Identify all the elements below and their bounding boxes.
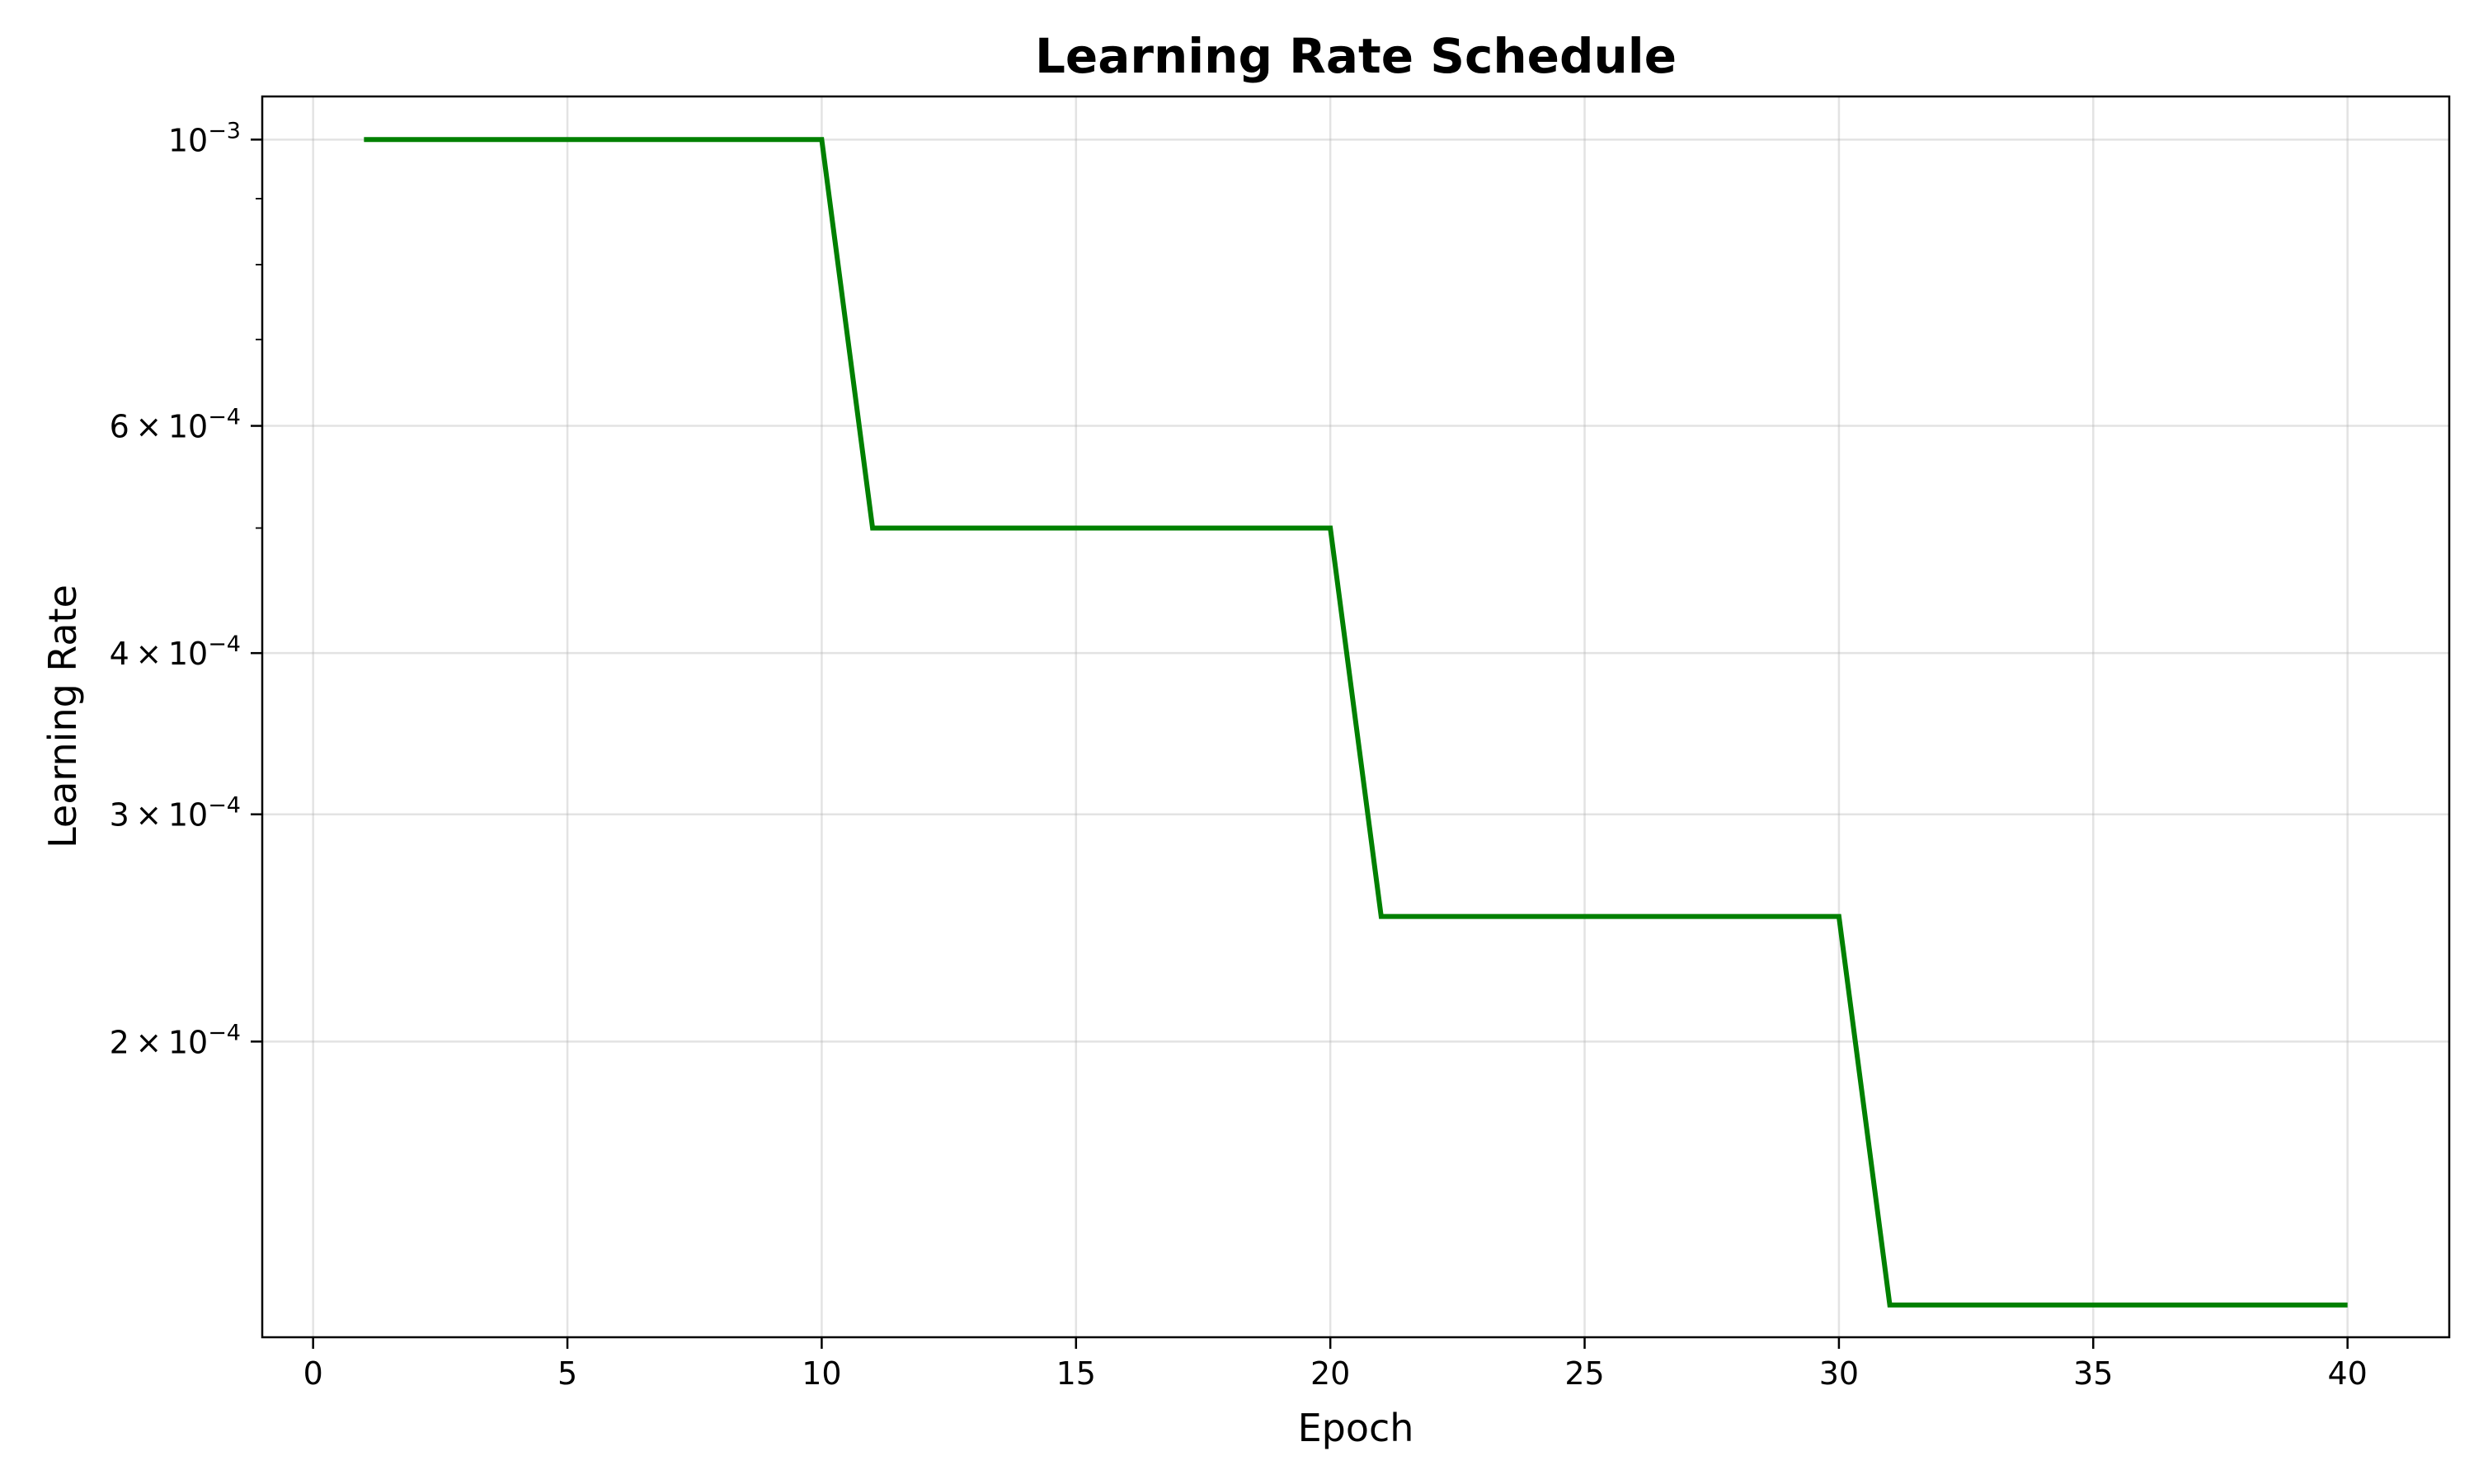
y-axis: 10−3 6 × 10−4 4 × 10−4 3 × 10−4 2 × 10−4 (110, 118, 262, 1060)
y-tick-label: 6 × 10−4 (110, 405, 241, 445)
grid-lines (262, 96, 2449, 1337)
chart-title: Learning Rate Schedule (1035, 28, 1677, 84)
x-tick-label: 35 (2073, 1355, 2113, 1392)
x-axis: 0 5 10 15 20 25 30 35 40 (303, 1337, 2368, 1392)
x-tick-label: 10 (802, 1355, 841, 1392)
x-tick-label: 5 (557, 1355, 577, 1392)
x-axis-label: Epoch (1298, 1406, 1414, 1450)
x-tick-label: 0 (303, 1355, 323, 1392)
y-tick-label: 4 × 10−4 (110, 632, 241, 672)
learning-rate-line (364, 137, 2348, 1308)
series-layer (364, 137, 2348, 1308)
plot-frame (261, 95, 2451, 1339)
x-tick-label: 40 (2327, 1355, 2367, 1392)
y-tick-label: 2 × 10−4 (110, 1020, 241, 1060)
y-tick-label: 3 × 10−4 (110, 793, 241, 834)
y-axis-label: Learning Rate (40, 585, 85, 848)
x-tick-label: 20 (1310, 1355, 1350, 1392)
y-tick-label: 10−3 (168, 118, 241, 158)
x-tick-label: 30 (1819, 1355, 1859, 1392)
x-tick-label: 15 (1056, 1355, 1096, 1392)
x-tick-label: 25 (1564, 1355, 1604, 1392)
